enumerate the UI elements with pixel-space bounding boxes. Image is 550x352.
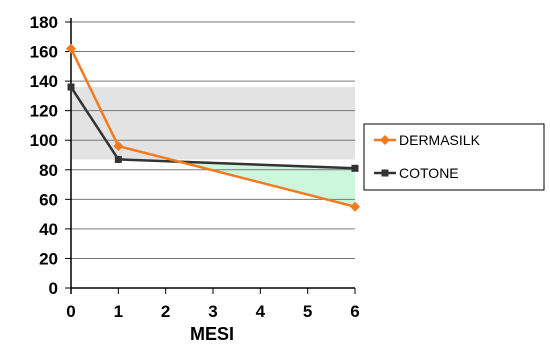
legend-marker-cotone bbox=[381, 169, 389, 177]
axes bbox=[65, 18, 356, 294]
y-tick-label: 60 bbox=[39, 190, 58, 209]
y-tick-label: 180 bbox=[30, 13, 58, 32]
point-cotone bbox=[351, 164, 359, 172]
grey-band bbox=[71, 87, 355, 160]
legend: DERMASILK COTONE bbox=[363, 123, 545, 191]
y-tick-label: 140 bbox=[30, 72, 58, 91]
legend-box bbox=[363, 123, 545, 191]
gridlines bbox=[71, 21, 355, 259]
y-tick-label: 160 bbox=[30, 43, 58, 62]
point-cotone bbox=[67, 83, 75, 91]
y-tick-label: 40 bbox=[39, 220, 58, 239]
series-lines bbox=[66, 43, 360, 212]
x-tick-label: 6 bbox=[350, 302, 359, 321]
x-tick-label: 1 bbox=[114, 302, 123, 321]
y-tick-label: 80 bbox=[39, 161, 58, 180]
x-tick-label: 5 bbox=[303, 302, 312, 321]
y-tick-label: 20 bbox=[39, 249, 58, 268]
tick-labels: 0 20 40 60 80 100 120 140 160 180 0 1 2 3 4 5 6 bbox=[30, 13, 360, 321]
x-tick-label: 4 bbox=[256, 302, 266, 321]
point-dermasilk bbox=[66, 43, 76, 54]
point-cotone bbox=[114, 155, 122, 163]
y-tick-label: 120 bbox=[30, 102, 58, 121]
x-axis-title: MESI bbox=[190, 324, 234, 344]
y-tick-label: 0 bbox=[49, 279, 58, 298]
x-tick-label: 0 bbox=[66, 302, 75, 321]
legend-marker-dermasilk bbox=[380, 135, 390, 145]
y-tick-label: 100 bbox=[30, 131, 58, 150]
point-dermasilk bbox=[113, 141, 124, 152]
x-tick-label: 3 bbox=[208, 302, 217, 321]
legend-label-cotone: COTONE bbox=[399, 165, 459, 181]
legend-label-dermasilk: DERMASILK bbox=[399, 132, 481, 148]
point-dermasilk bbox=[350, 201, 360, 212]
shaded-regions bbox=[71, 87, 355, 207]
x-tick-label: 2 bbox=[161, 302, 170, 321]
